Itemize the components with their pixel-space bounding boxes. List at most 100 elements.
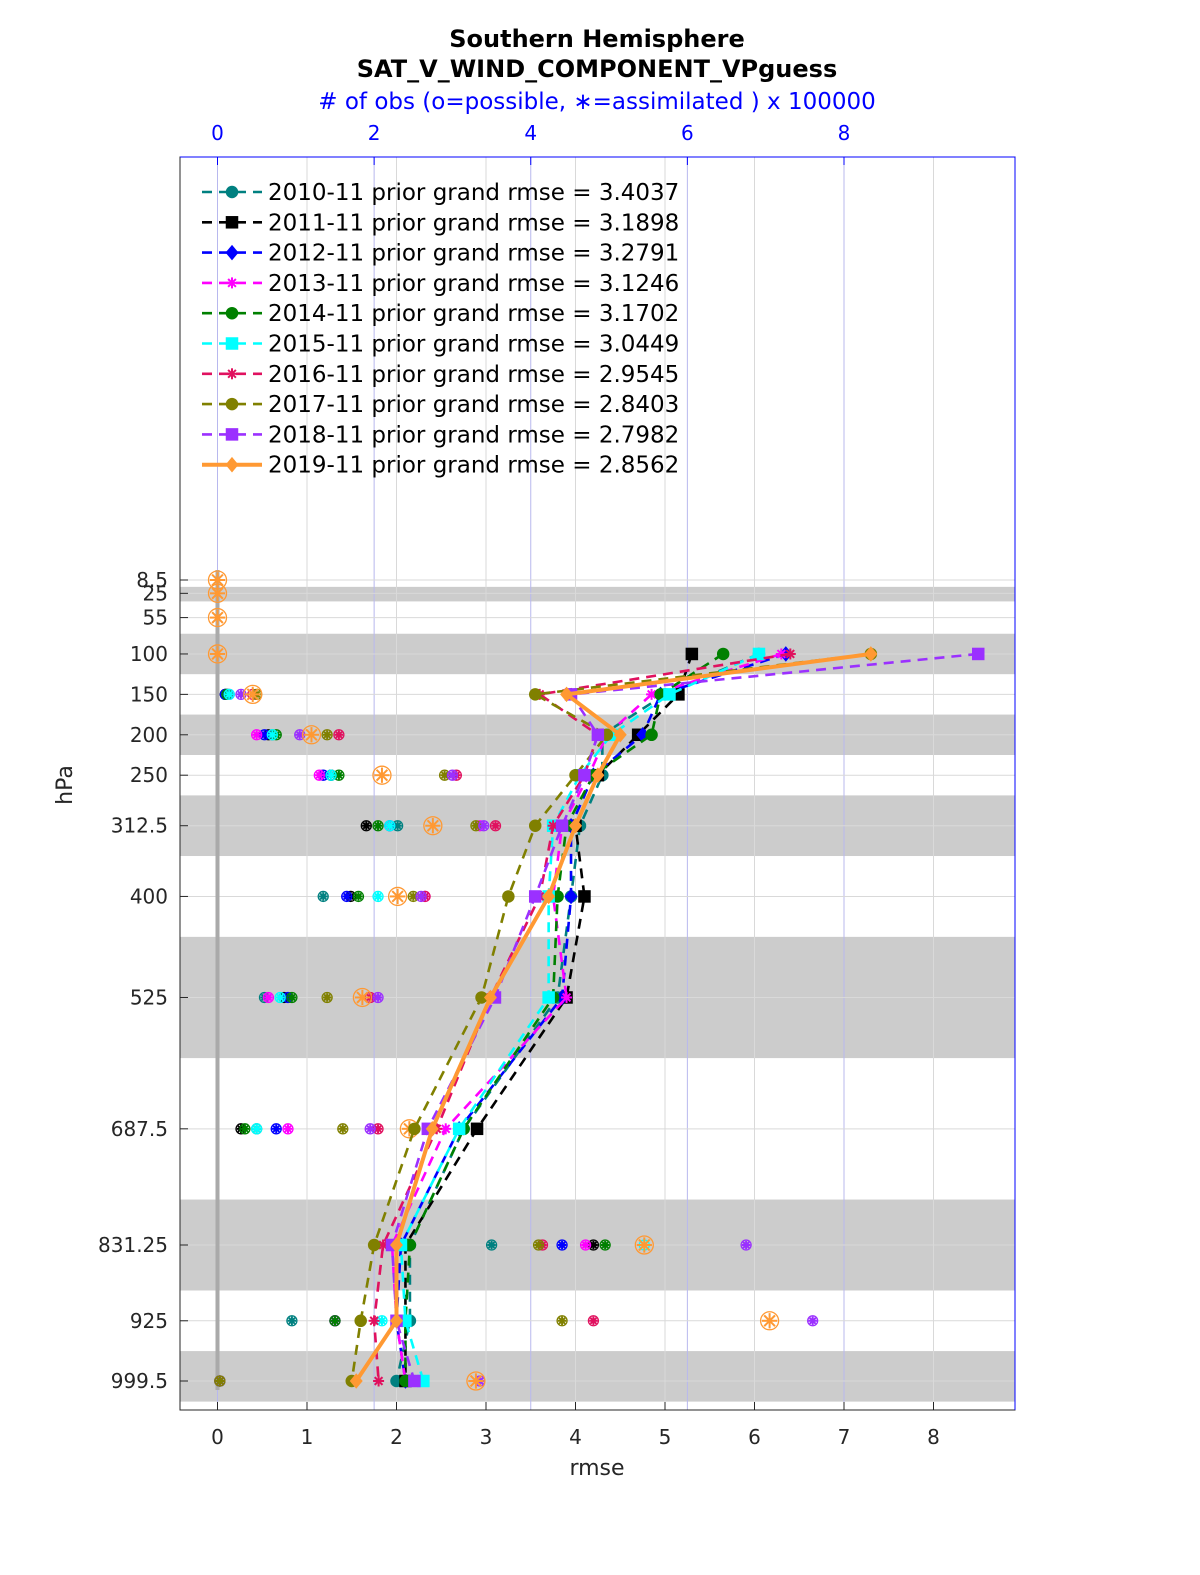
count-5-400-assimilated — [373, 892, 383, 901]
data-point-7-687.5-shape — [408, 1122, 421, 1136]
count-4-312.5-assimilated — [373, 821, 383, 830]
legend-marker-2 — [225, 244, 239, 261]
count-1-312.5-assimilated — [362, 821, 371, 830]
count-6-687.5-assimilated-ray-3 — [374, 1125, 382, 1133]
data-point-9-150 — [560, 686, 574, 703]
count-8-400-possible — [415, 890, 427, 903]
data-point-5-100-shape — [752, 647, 766, 661]
data-point-2-400-shape — [564, 888, 578, 905]
legend-label-9: 2019-11 prior grand rmse = 2.8562 — [268, 453, 679, 479]
legend-label-5: 2015-11 prior grand rmse = 3.0449 — [268, 332, 679, 358]
count-4-925-assimilated-ray-3 — [331, 1317, 339, 1325]
data-point-4-100-shape — [716, 647, 730, 661]
count-9-250-assimilated-ray-3 — [375, 769, 389, 782]
count-9-150-assimilated-ray-3 — [246, 688, 259, 701]
series-line-1 — [404, 653, 694, 1381]
data-point-6-100-ray-3 — [785, 649, 795, 659]
count-8-312.5-assimilated-ray-3 — [480, 822, 488, 830]
count-7-831.25-possible — [532, 1239, 545, 1251]
count-9-150-possible — [243, 684, 263, 705]
data-point-9-687.5 — [425, 1121, 439, 1137]
count-9-925-assimilated — [761, 1313, 778, 1329]
count-3-200-assimilated-ray-3 — [252, 731, 261, 739]
data-point-9-200 — [613, 727, 627, 743]
count-9-250-assimilated — [374, 767, 390, 783]
data-point-6-100 — [784, 648, 796, 660]
count-8-525-assimilated-ray-3 — [374, 993, 382, 1002]
count-9-55-assimilated-ray-3 — [211, 611, 224, 624]
legend: 2010-11 prior grand rmse = 3.4037 2011-11… — [202, 180, 679, 479]
count-8-525-possible — [372, 991, 384, 1004]
data-point-8-312.5 — [555, 819, 569, 832]
count-6-925-possible — [587, 1315, 600, 1327]
count-9-831.25-assimilated — [636, 1237, 652, 1253]
count-3-525-assimilated-ray-3 — [264, 993, 273, 1002]
data-point-5-687.5-shape — [452, 1122, 466, 1136]
count-6-312.5-assimilated — [491, 821, 500, 830]
count-5-200-assimilated-ray-3 — [268, 731, 277, 739]
count-8-200-assimilated-ray-3 — [296, 731, 304, 739]
y-tick-label-831.25: 831.25 — [98, 1233, 168, 1257]
count-2-200-assimilated-ray-3 — [260, 731, 269, 739]
data-point-9-925-shape — [390, 1313, 403, 1329]
y-tick-label-25: 25 — [143, 581, 168, 605]
legend-marker-3-ray-3 — [227, 278, 237, 288]
count-0-312.5-assimilated — [393, 821, 402, 830]
count-2-831.25-possible — [556, 1239, 568, 1251]
count-8-400-assimilated-ray-3 — [417, 892, 425, 901]
count-5-250-possible — [325, 769, 337, 781]
legend-label-1: 2011-11 prior grand rmse = 3.1898 — [268, 210, 679, 236]
data-point-7-687.5 — [408, 1122, 421, 1136]
x-tick-label-5: 5 — [659, 1425, 672, 1449]
legend-marker-0-shape — [225, 185, 239, 199]
data-point-8-200 — [591, 728, 605, 742]
count-8-925-possible — [807, 1315, 819, 1327]
data-point-5-150 — [663, 688, 676, 701]
data-point-1-100-shape — [685, 647, 699, 661]
legend-label-2: 2012-11 prior grand rmse = 3.2791 — [268, 241, 679, 267]
data-point-1-687.5-shape — [470, 1122, 484, 1136]
count-3-250-assimilated — [315, 770, 324, 780]
data-point-9-250-shape — [591, 767, 605, 783]
count-4-687.5-assimilated — [240, 1124, 250, 1134]
count-4-400-assimilated — [354, 892, 363, 901]
chart-subtitle: SAT_V_WIND_COMPONENT_VPguess — [357, 55, 837, 83]
count-7-925-assimilated-ray-3 — [558, 1317, 566, 1325]
count-9-400-assimilated — [389, 888, 406, 905]
data-point-7-925 — [354, 1314, 367, 1328]
data-point-8-400-shape — [528, 890, 542, 903]
count-9-925-possible — [759, 1311, 780, 1331]
count-9-200-assimilated-ray-3 — [305, 728, 318, 741]
x-tick-label-6: 6 — [748, 1425, 761, 1449]
y-tick-label-55: 55 — [143, 606, 168, 630]
y-tick-label-925: 925 — [130, 1309, 168, 1333]
count-6-200-assimilated-ray-3 — [335, 731, 343, 739]
count-5-250-assimilated — [326, 770, 336, 780]
y-tick-label-150: 150 — [130, 682, 168, 706]
count-5-200-assimilated — [268, 730, 277, 740]
legend-marker-6 — [226, 368, 238, 380]
x-tick-label-3: 3 — [480, 1425, 493, 1449]
data-point-7-831.25-shape — [367, 1238, 381, 1252]
top-tick-label-2: 2 — [368, 121, 381, 145]
count-9-55-possible — [207, 607, 228, 628]
count-3-687.5-assimilated — [283, 1124, 293, 1134]
legend-marker-8 — [225, 428, 239, 441]
y-tick-label-999.5: 999.5 — [111, 1369, 168, 1393]
count-5-200-possible — [266, 729, 278, 741]
legend-marker-7-shape — [225, 397, 239, 411]
count-8-687.5-assimilated — [365, 1124, 375, 1134]
x-tick-label-8: 8 — [927, 1425, 940, 1449]
count-9-999.5-possible — [466, 1371, 486, 1391]
obs-count-markers — [207, 570, 819, 1391]
count-3-687.5-possible — [282, 1123, 294, 1135]
count-1-312.5-assimilated-ray-3 — [362, 822, 371, 830]
legend-marker-1-shape — [225, 216, 239, 229]
count-4-925-assimilated — [330, 1316, 340, 1326]
data-point-9-999.5 — [349, 1373, 363, 1389]
count-2-687.5-assimilated-ray-3 — [272, 1125, 280, 1133]
legend-marker-4 — [225, 306, 239, 320]
data-point-9-200-shape — [613, 727, 627, 743]
data-point-7-312.5-shape — [528, 819, 542, 832]
count-7-925-assimilated — [557, 1316, 567, 1326]
